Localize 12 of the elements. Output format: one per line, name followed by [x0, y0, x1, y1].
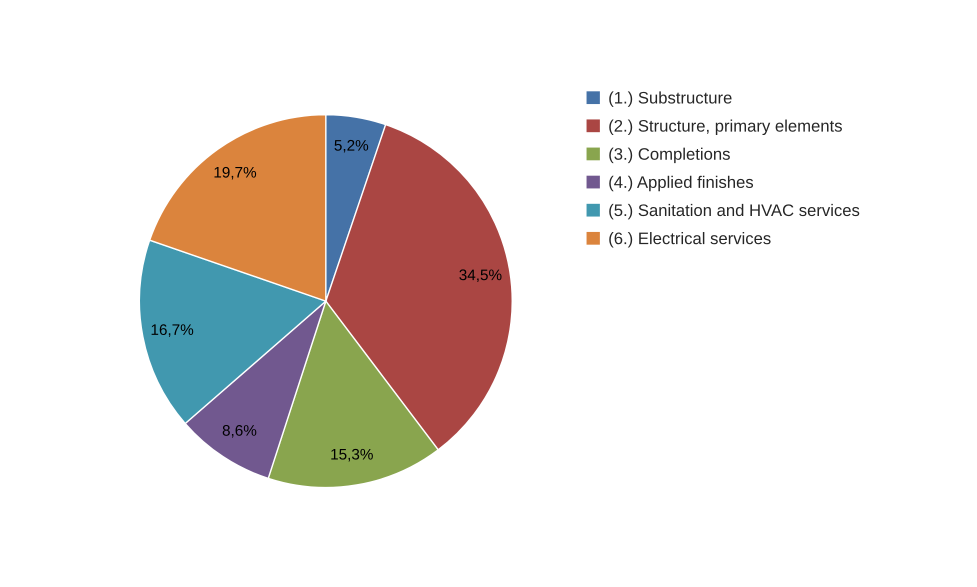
data-label: 8,6% [222, 425, 256, 438]
legend-label: (1.) Substructure [609, 91, 732, 107]
data-label: 16,7% [152, 324, 194, 337]
legend-label: (5.) Sanitation and HVAC services [609, 204, 860, 220]
legend-label: (4.) Applied finishes [609, 176, 754, 192]
data-label: 15,3% [331, 448, 373, 462]
data-label: 34,5% [459, 269, 502, 282]
data-label: 19,7% [214, 166, 256, 180]
legend-label: (3.) Completions [609, 148, 730, 164]
legend-label: (2.) Structure, primary elements [609, 120, 842, 136]
data-label: 5,2% [334, 140, 368, 153]
legend-label: (6.) Electrical services [609, 232, 771, 248]
